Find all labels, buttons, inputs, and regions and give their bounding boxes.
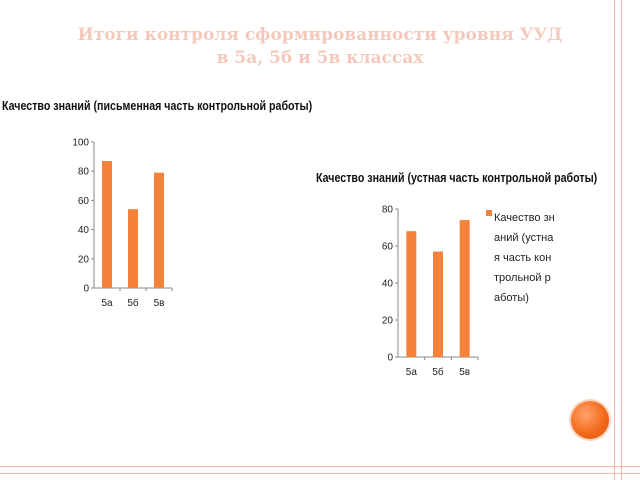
chart-written-y-tick-label: 80: [78, 167, 90, 178]
decorative-orange-circle: [571, 401, 609, 439]
slide-title: Итоги контроля сформированности уровня У…: [0, 24, 640, 70]
chart-oral-x-tick-label: 5а: [406, 367, 418, 378]
chart-written-y-tick-label: 0: [83, 284, 89, 295]
chart-oral-bar-5в: [459, 220, 470, 357]
chart-oral-bar-5а: [406, 231, 417, 357]
chart-oral-y-tick-label: 20: [382, 316, 394, 327]
chart-written-x-tick-label: 5в: [154, 298, 165, 309]
chart-written-x-tick-label: 5а: [101, 298, 113, 309]
legend-swatch: [486, 210, 492, 216]
chart-written-y-tick-label: 40: [78, 225, 90, 236]
chart-written: 0 20 40 60 80 100 5а 5б 5в: [72, 138, 173, 309]
chart-oral-y-tick-label: 80: [382, 205, 394, 216]
chart-written-bar-5б: [128, 209, 138, 288]
chart-title-written: Качество знаний (письменная часть контро…: [2, 98, 313, 113]
slide-title-line-2: в 5а, 5б и 5в классах: [216, 48, 424, 68]
chart-written-y-tick-label: 60: [78, 196, 90, 207]
chart-oral-y-tick-label: 40: [382, 279, 394, 290]
chart-oral-y-tick-label: 60: [382, 242, 394, 253]
legend-label: Качество знаний (устная часть контрольно…: [494, 212, 555, 304]
slide-title-line-1: Итоги контроля сформированности уровня У…: [77, 25, 563, 45]
chart-written-bar-5в: [154, 172, 164, 288]
chart-written-y-tick-label: 100: [72, 138, 89, 149]
chart-title-oral: Качество знаний (устная часть контрольно…: [316, 170, 598, 185]
chart-oral-bar-5б: [433, 251, 443, 357]
chart-written-x-tick-label: 5б: [127, 297, 139, 309]
chart-oral-x-tick-label: 5б: [432, 366, 444, 378]
slide-border-right: [614, 0, 622, 480]
chart-oral-x-tick-label: 5в: [459, 367, 470, 378]
chart-oral-y-tick-label: 0: [387, 353, 393, 364]
slide-border-bottom: [0, 466, 640, 474]
chart-written-y-tick-label: 20: [78, 254, 90, 265]
chart-written-bar-5а: [102, 160, 112, 288]
chart-oral: 0 20 40 60 80 5а 5б 5в: [382, 205, 479, 378]
